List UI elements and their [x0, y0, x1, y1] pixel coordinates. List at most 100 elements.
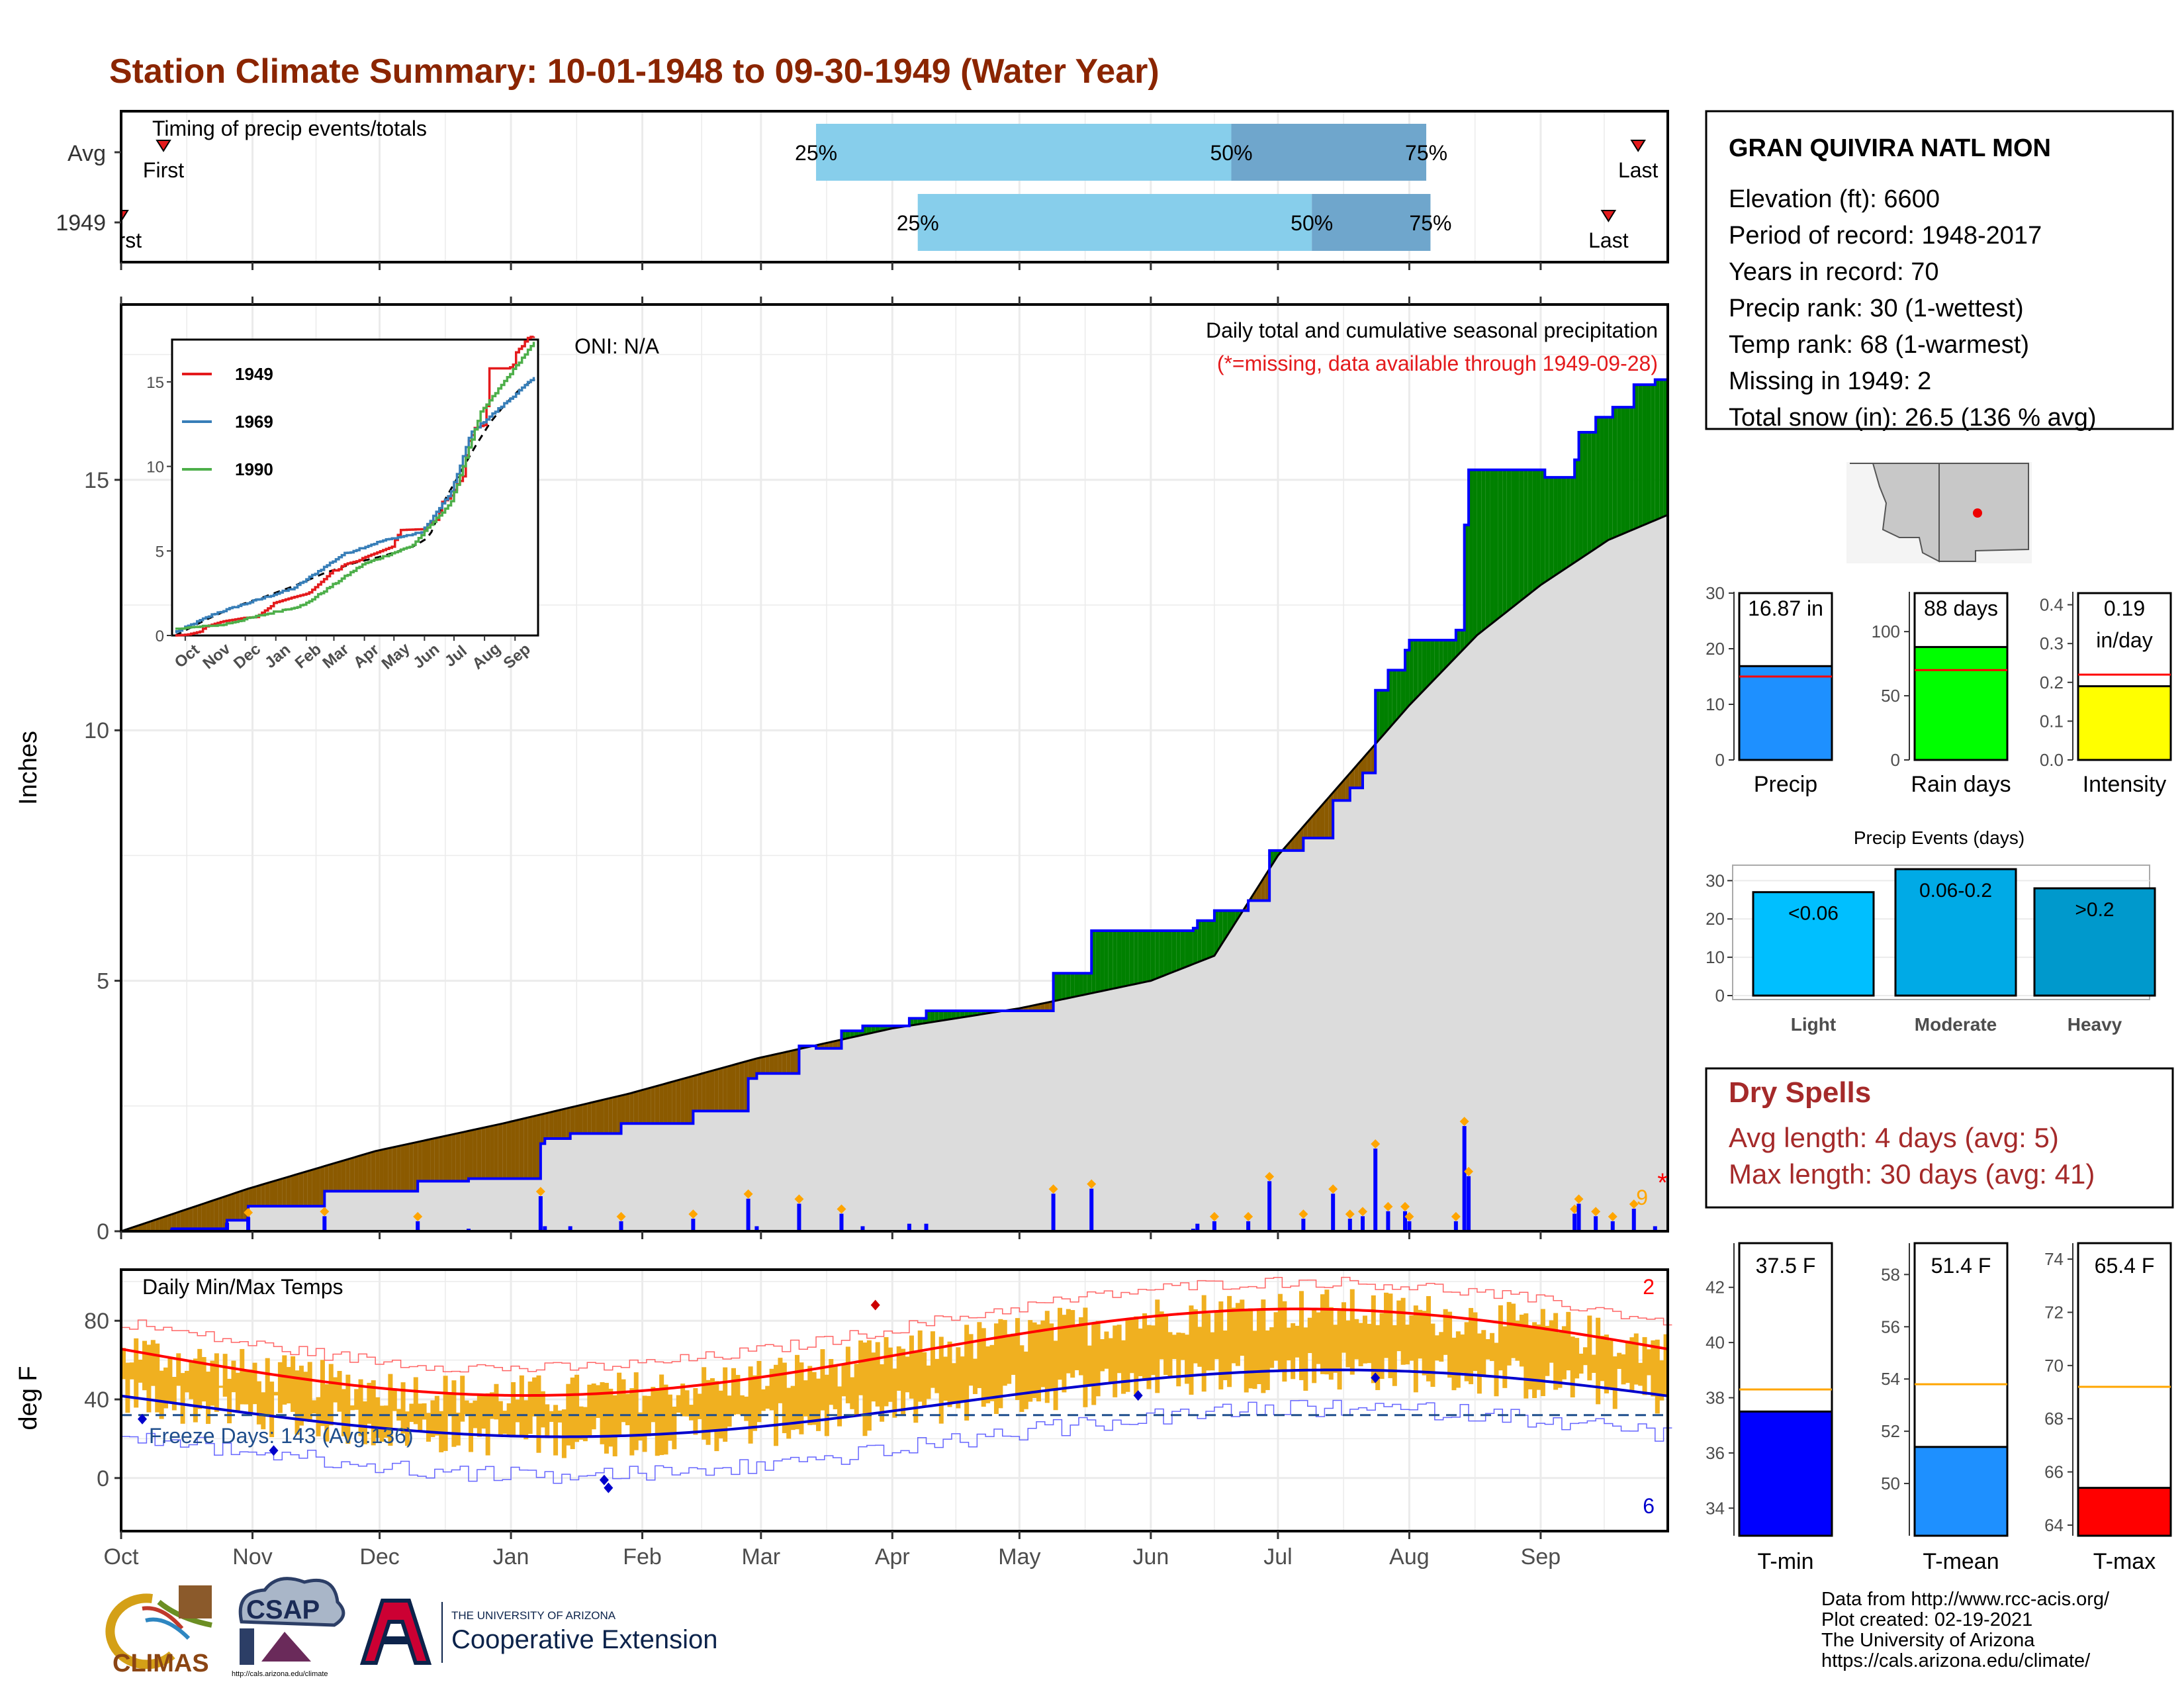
below-average-fill — [473, 1129, 477, 1179]
daily-temp-range-bar — [1333, 1325, 1338, 1373]
above-average-fill — [866, 1025, 872, 1035]
above-average-fill — [1582, 432, 1588, 557]
below-average-fill — [786, 1051, 791, 1074]
below-average-fill — [392, 1146, 397, 1192]
daily-temp-range-bar — [617, 1372, 622, 1436]
daily-precip-marker — [616, 1211, 626, 1221]
temp-bar-value-label: 51.4 F — [1931, 1254, 1991, 1278]
daily-temp-range-bar — [256, 1381, 261, 1425]
daily-temp-range-bar — [1007, 1334, 1012, 1384]
daily-temp-range-bar — [1392, 1325, 1397, 1386]
month-label: Apr — [875, 1544, 910, 1570]
daily-temp-range-bar — [702, 1367, 707, 1440]
daily-temp-range-bar — [1307, 1317, 1312, 1354]
daily-temp-range-bar — [341, 1389, 346, 1436]
above-average-fill — [1070, 973, 1075, 998]
below-average-fill — [341, 1160, 346, 1192]
daily-temp-range-bar — [1349, 1289, 1355, 1375]
daily-temp-range-bar — [185, 1370, 190, 1393]
daily-temp-range-bar — [375, 1397, 381, 1438]
precip-ytick-label: 10 — [84, 718, 109, 743]
below-average-fill — [430, 1138, 435, 1182]
daily-temp-range-bar — [1379, 1313, 1385, 1380]
below-average-fill — [379, 1149, 384, 1192]
daily-temp-range-bar — [1044, 1311, 1050, 1403]
below-average-fill — [193, 1205, 198, 1229]
daily-temp-range-bar — [816, 1378, 821, 1431]
daily-temp-range-bar — [744, 1396, 749, 1421]
daily-temp-range-bar — [1015, 1318, 1020, 1400]
daily-temp-range-bar — [1473, 1312, 1478, 1372]
below-average-fill — [676, 1079, 681, 1124]
above-average-fill — [1659, 379, 1664, 519]
temp-bar-ytick-label: 38 — [1706, 1388, 1725, 1408]
summary-bar-precip: 0 10 20 30 16.87 in Precip — [1706, 583, 1833, 797]
daily-temp-range-bar — [1108, 1338, 1113, 1382]
daily-temp-range-bar — [875, 1342, 880, 1407]
temp-bar-ytick-label: 66 — [2044, 1462, 2064, 1482]
daily-precip-marker — [320, 1207, 330, 1217]
below-average-fill — [549, 1111, 554, 1139]
daily-precip-marker — [1629, 1199, 1639, 1209]
daily-temp-range-bar — [1464, 1322, 1469, 1382]
daily-temp-range-bar — [125, 1362, 130, 1413]
above-average-fill — [1566, 477, 1570, 569]
daily-temp-range-bar — [1273, 1312, 1279, 1361]
above-average-fill — [1083, 973, 1087, 996]
average-cumulative-line — [120, 514, 1668, 1233]
daily-temp-range-bar — [1405, 1325, 1410, 1365]
daily-precip-bar — [1212, 1221, 1216, 1231]
below-average-fill — [383, 1148, 388, 1192]
below-average-fill — [519, 1118, 524, 1179]
above-average-fill — [913, 1018, 918, 1025]
above-average-fill — [1058, 973, 1062, 1001]
precip-events-ytick-label: 0 — [1715, 986, 1725, 1006]
below-average-fill — [261, 1184, 265, 1207]
temp-bar-name: T-min — [1758, 1549, 1814, 1574]
daily-temp-range-bar — [845, 1346, 850, 1403]
daily-temp-range-bar — [1515, 1321, 1520, 1361]
above-average-fill — [1621, 407, 1625, 535]
below-average-fill — [646, 1088, 651, 1124]
above-average-fill — [1608, 417, 1613, 540]
above-average-fill — [1536, 469, 1541, 588]
below-average-fill — [498, 1123, 503, 1179]
above-average-fill — [1189, 930, 1193, 966]
daily-temp-range-bar — [578, 1406, 584, 1440]
below-average-fill — [197, 1204, 202, 1229]
daily-precip-marker — [1608, 1211, 1617, 1221]
daily-precip-bar — [1267, 1181, 1272, 1231]
below-average-fill — [286, 1176, 291, 1207]
daily-precip-bar — [1403, 1211, 1408, 1231]
daily-temp-range-bar — [320, 1360, 325, 1427]
daily-temp-range-bar — [1062, 1315, 1067, 1393]
daily-temp-range-bar — [159, 1370, 164, 1419]
daily-temp-range-bar — [1413, 1305, 1418, 1393]
daily-temp-range-bar — [1345, 1320, 1351, 1368]
above-average-fill — [1532, 469, 1537, 592]
below-average-fill — [481, 1127, 486, 1179]
above-average-fill — [1561, 477, 1567, 571]
daily-temp-range-bar — [557, 1410, 563, 1423]
daily-temp-range-bar — [1455, 1331, 1461, 1388]
timing-p50-label: 50% — [1291, 211, 1333, 235]
above-average-fill — [1159, 930, 1164, 978]
daily-temp-range-bar — [850, 1377, 855, 1409]
daily-temp-range-bar — [871, 1352, 876, 1402]
max-record-count: 2 — [1643, 1275, 1655, 1299]
daily-temp-range-bar — [477, 1395, 482, 1437]
daily-temp-range-bar — [1277, 1293, 1283, 1372]
daily-precip-bar — [1089, 1188, 1094, 1231]
above-average-fill — [1527, 469, 1533, 595]
above-average-fill — [1210, 920, 1214, 958]
daily-precip-bar — [860, 1226, 865, 1231]
above-average-fill — [1125, 930, 1130, 986]
daily-temp-range-bar — [1384, 1292, 1389, 1358]
daily-temp-range-bar — [511, 1382, 516, 1437]
daily-temp-range-bar — [333, 1377, 338, 1403]
below-average-fill — [684, 1077, 689, 1124]
above-average-fill — [1379, 690, 1385, 739]
daily-temp-range-bar — [176, 1353, 181, 1386]
below-average-fill — [1312, 812, 1316, 838]
summary-ytick-label: 10 — [1706, 694, 1725, 714]
